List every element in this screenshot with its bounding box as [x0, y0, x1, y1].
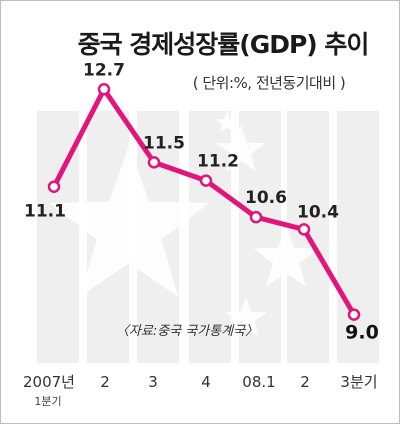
x-tick-label: 4 [201, 373, 211, 391]
decorative-stars [49, 111, 319, 337]
star-icon [253, 225, 319, 287]
data-point [199, 174, 213, 187]
x-tick-sublabel: 1분기 [34, 395, 61, 408]
data-point [47, 180, 61, 193]
x-tick-label: 08.1 [242, 373, 275, 391]
data-label: 10.4 [297, 202, 339, 222]
data-label: 9.0 [345, 322, 379, 344]
data-point [347, 308, 361, 321]
star-icon [225, 297, 267, 337]
series-layer [47, 83, 361, 321]
data-point [249, 210, 263, 224]
chart-subtitle: ( 단위:%, 전년동기대비 ) [193, 74, 345, 92]
star-icon [49, 145, 209, 297]
data-label: 11.2 [197, 152, 239, 172]
x-tick-label: 3분기 [340, 373, 377, 391]
x-tick-label: 2007년 [23, 373, 75, 391]
data-point [97, 83, 111, 96]
data-label: 10.6 [245, 188, 287, 208]
data-label: 11.1 [24, 202, 66, 222]
source-note: 〈자료:중국 국가통계국〉 [116, 324, 258, 339]
data-point [147, 156, 161, 169]
chart-title: 중국 경제성장률(GDP) 추이 [78, 30, 369, 59]
background-band [189, 111, 231, 363]
star-icon [215, 111, 239, 133]
star-icon [216, 125, 266, 172]
x-tick-label: 2 [100, 373, 110, 391]
x-tick-label: 3 [148, 373, 158, 391]
data-point [297, 223, 311, 236]
data-label: 12.7 [83, 60, 125, 80]
x-axis-ticks: 2007년 2 3 4 08.1 2 3분기 [23, 373, 378, 391]
background-band [337, 111, 379, 363]
data-labels: 11.1 12.7 11.5 11.2 10.6 10.4 9.0 [24, 60, 379, 343]
x-tick-label: 2 [300, 373, 310, 391]
data-label: 11.5 [143, 133, 185, 153]
